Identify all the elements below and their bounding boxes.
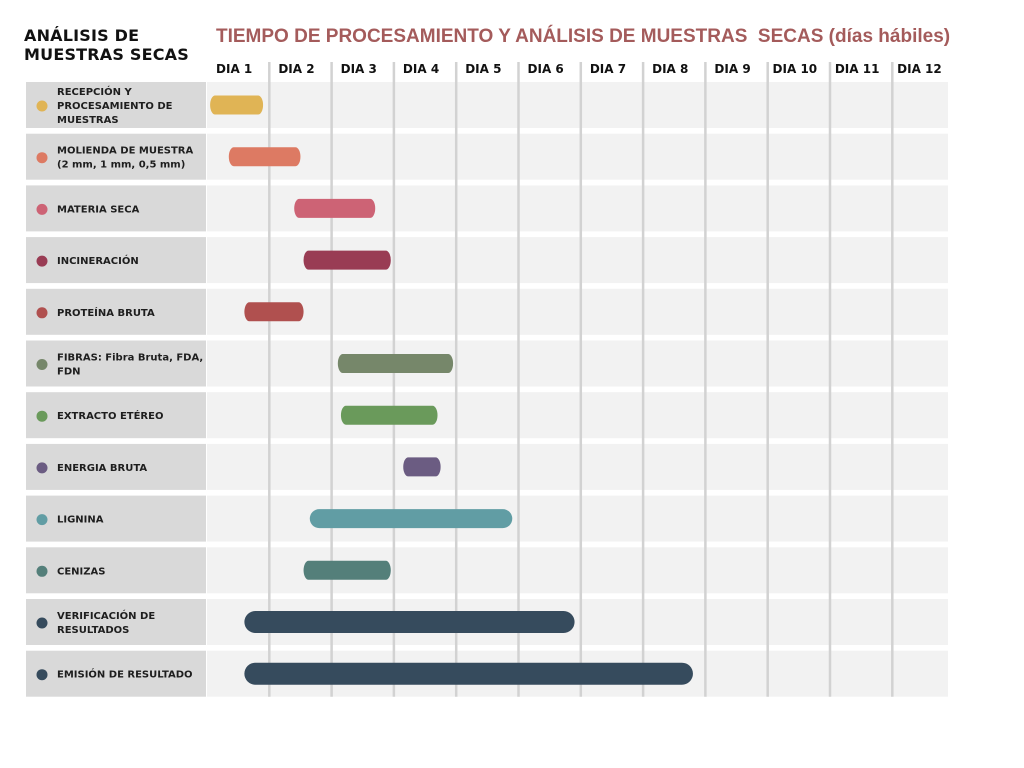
task-dot bbox=[36, 669, 48, 681]
column-header: DIA 1 bbox=[216, 62, 252, 76]
row-area-bg bbox=[207, 288, 948, 335]
task-bar bbox=[244, 302, 304, 322]
column-header: DIA 6 bbox=[528, 62, 564, 76]
task-label: MATERIA SECA bbox=[57, 204, 140, 215]
row-area-bg bbox=[207, 392, 948, 439]
column-header: DIA 3 bbox=[341, 62, 377, 76]
task-dot bbox=[36, 462, 48, 474]
task-bar bbox=[309, 509, 513, 529]
row-label-bg bbox=[26, 288, 206, 335]
column-header: DIA 2 bbox=[278, 62, 314, 76]
task-bar bbox=[228, 147, 301, 167]
task-label: EMISIÓN DE RESULTADO bbox=[57, 668, 193, 681]
task-dot bbox=[36, 152, 48, 164]
task-label: CENIZAS bbox=[57, 566, 105, 577]
task-bar bbox=[340, 405, 438, 425]
row-label-bg bbox=[26, 650, 206, 697]
task-label: MOLIENDA DE MUESTRA (2 mm, 1 mm, 0,5 mm) bbox=[57, 146, 194, 171]
column-header: DIA 4 bbox=[403, 62, 439, 76]
row-label-bg bbox=[26, 185, 206, 232]
task-bar bbox=[244, 662, 693, 685]
task-dot bbox=[36, 203, 48, 215]
row-label-bg bbox=[26, 237, 206, 284]
task-dot bbox=[36, 617, 48, 629]
row-label-bg bbox=[26, 340, 206, 387]
task-bar bbox=[403, 457, 441, 477]
row-label-bg bbox=[26, 392, 206, 439]
task-bar bbox=[303, 250, 391, 270]
column-header: DIA 8 bbox=[652, 62, 688, 76]
column-header: DIA 11 bbox=[835, 62, 880, 76]
row-label-bg bbox=[26, 133, 206, 180]
column-header: DIA 9 bbox=[714, 62, 750, 76]
column-header: DIA 12 bbox=[897, 62, 942, 76]
column-header: DIA 10 bbox=[773, 62, 818, 76]
task-dot bbox=[36, 307, 48, 319]
task-bar bbox=[244, 611, 575, 633]
task-dot bbox=[36, 100, 48, 112]
task-bar bbox=[210, 95, 264, 115]
task-label: FIBRAS: Fibra Bruta, FDA, FDN bbox=[57, 353, 203, 378]
task-bar bbox=[337, 354, 454, 373]
task-dot bbox=[36, 410, 48, 422]
row-area-bg bbox=[207, 82, 948, 128]
row-area-bg bbox=[207, 133, 948, 180]
task-label: VERIFICACIÓN DE RESULTADOS bbox=[57, 609, 155, 636]
task-dot bbox=[36, 255, 48, 267]
task-dot bbox=[36, 359, 48, 370]
chart-title: TIEMPO DE PROCESAMIENTO Y ANÁLISIS DE MU… bbox=[216, 26, 951, 47]
row-label-bg bbox=[26, 82, 206, 128]
task-label: INCINERACIÓN bbox=[57, 254, 139, 267]
row-label-bg bbox=[26, 547, 206, 594]
column-header: DIA 7 bbox=[590, 62, 626, 76]
task-bar bbox=[294, 198, 376, 218]
row-area-bg bbox=[207, 340, 948, 387]
left-title: ANÁLISIS DE MUESTRAS SECAS bbox=[24, 26, 189, 64]
task-dot bbox=[36, 514, 48, 526]
task-bar bbox=[303, 560, 391, 580]
task-dot bbox=[36, 565, 48, 577]
task-label: RECEPCIÓN Y PROCESAMIENTO DE MUESTRAS bbox=[57, 85, 173, 126]
row-area-bg bbox=[207, 443, 948, 490]
row-label-bg bbox=[26, 443, 206, 490]
row-label-bg bbox=[26, 495, 206, 542]
task-label: EXTRACTO ETÉREO bbox=[57, 409, 163, 422]
task-label: LIGNINA bbox=[57, 515, 104, 526]
row-label-bg bbox=[26, 599, 206, 645]
task-label: PROTEÍNA BRUTA bbox=[57, 306, 155, 319]
task-label: ENERGIA BRUTA bbox=[57, 463, 147, 474]
column-header: DIA 5 bbox=[465, 62, 501, 76]
